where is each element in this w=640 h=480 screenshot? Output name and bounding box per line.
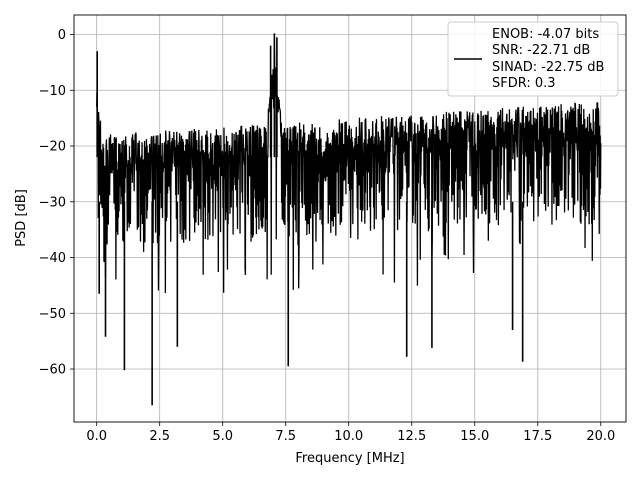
x-tick-label: 15.0 xyxy=(460,429,489,444)
x-axis-ticks: 0.0 2.5 5.0 7.5 10.0 12.5 15.0 17.5 20.0 xyxy=(86,422,615,444)
plot-frame xyxy=(73,14,627,423)
x-axis-label: Frequency [MHz] xyxy=(295,451,404,466)
legend-sinad: SINAD: -22.75 dB xyxy=(492,60,604,75)
x-tick-label: 17.5 xyxy=(523,429,552,444)
x-tick-label: 12.5 xyxy=(397,429,426,444)
x-tick-label: 7.5 xyxy=(275,429,296,444)
x-tick-label: 10.0 xyxy=(334,429,363,444)
psd-series xyxy=(96,33,602,406)
y-tick-label: −50 xyxy=(39,307,66,322)
y-tick-label: −40 xyxy=(39,251,66,266)
legend-sfdr: SFDR: 0.3 xyxy=(492,76,556,91)
y-axis-ticks: 0 −10 −20 −30 −40 −50 −60 xyxy=(39,28,74,378)
y-tick-label: −60 xyxy=(39,363,66,378)
y-tick-label: −20 xyxy=(39,140,66,155)
x-tick-label: 0.0 xyxy=(86,429,107,444)
y-axis-label: PSD [dB] xyxy=(14,189,29,247)
legend-snr: SNR: -22.71 dB xyxy=(492,43,590,58)
x-tick-label: 2.5 xyxy=(149,429,170,444)
x-tick-label: 5.0 xyxy=(212,429,233,444)
y-tick-label: −10 xyxy=(39,84,66,99)
x-tick-label: 20.0 xyxy=(586,429,615,444)
y-tick-label: 0 xyxy=(58,28,66,43)
legend-box xyxy=(447,21,619,97)
legend-enob: ENOB: -4.07 bits xyxy=(492,27,599,42)
y-tick-label: −30 xyxy=(39,195,66,210)
psd-line xyxy=(96,46,602,294)
legend: ENOB: -4.07 bits SNR: -22.71 dB SINAD: -… xyxy=(447,21,619,97)
